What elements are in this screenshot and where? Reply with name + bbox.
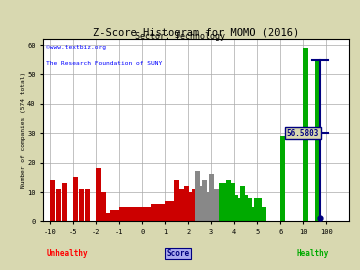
Bar (202, 180, 207, 221)
Bar (237, 198, 242, 221)
Bar (179, 189, 184, 221)
Bar (62, 183, 67, 221)
Text: ©www.textbiz.org: ©www.textbiz.org (46, 45, 106, 50)
Bar (56, 189, 61, 221)
Bar (170, 201, 175, 221)
Bar (219, 183, 224, 221)
Text: Healthy: Healthy (296, 249, 329, 258)
Bar (226, 180, 231, 221)
Bar (156, 204, 161, 221)
Y-axis label: Number of companies (574 total): Number of companies (574 total) (21, 72, 26, 188)
Bar (209, 174, 214, 221)
Bar (161, 204, 166, 221)
Bar (212, 189, 217, 221)
Bar (222, 183, 228, 221)
Bar (240, 186, 245, 221)
Bar (124, 207, 129, 221)
Bar (184, 186, 189, 221)
Bar (257, 198, 262, 221)
Bar (280, 136, 285, 221)
Text: The Research Foundation of SUNY: The Research Foundation of SUNY (46, 61, 162, 66)
Bar (110, 210, 115, 221)
Bar (254, 198, 259, 221)
Bar (101, 192, 106, 221)
Bar (133, 207, 138, 221)
Bar (195, 171, 200, 221)
Bar (79, 189, 84, 221)
Bar (233, 195, 238, 221)
Bar (119, 207, 124, 221)
Bar (174, 180, 179, 221)
Bar (216, 189, 221, 221)
Bar (151, 204, 156, 221)
Text: Score: Score (166, 249, 189, 258)
Bar (138, 207, 143, 221)
Bar (303, 48, 308, 221)
Bar (147, 207, 152, 221)
Bar (188, 192, 193, 221)
Text: 56.5803: 56.5803 (287, 129, 319, 138)
Bar (114, 210, 120, 221)
Bar (85, 189, 90, 221)
Bar (206, 192, 211, 221)
Text: Unhealthy: Unhealthy (47, 249, 89, 258)
Bar (250, 207, 255, 221)
Bar (73, 177, 78, 221)
Bar (105, 212, 111, 221)
Bar (261, 207, 266, 221)
Bar (165, 201, 170, 221)
Bar (243, 195, 248, 221)
Bar (142, 207, 147, 221)
Bar (315, 60, 320, 221)
Bar (198, 186, 203, 221)
Bar (96, 168, 101, 221)
Title: Z-Score Histogram for MOMO (2016): Z-Score Histogram for MOMO (2016) (93, 28, 299, 38)
Bar (230, 183, 235, 221)
Text: Sector: Technology: Sector: Technology (135, 32, 225, 41)
Bar (128, 207, 134, 221)
Bar (247, 198, 252, 221)
Bar (50, 180, 55, 221)
Bar (192, 189, 197, 221)
